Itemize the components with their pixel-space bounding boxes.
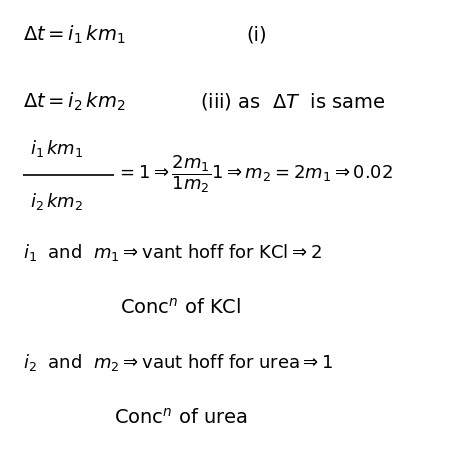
Text: $i_1\, km_1$: $i_1\, km_1$ — [30, 138, 83, 159]
Text: $= 1 \Rightarrow \dfrac{2m_1}{1m_2}1 \Rightarrow m_2 = 2m_1 \Rightarrow 0.02$: $= 1 \Rightarrow \dfrac{2m_1}{1m_2}1 \Ri… — [116, 154, 393, 195]
Text: $i_2\, km_2$: $i_2\, km_2$ — [30, 191, 83, 212]
Text: $\Delta t = i_2\, km_2$: $\Delta t = i_2\, km_2$ — [23, 90, 125, 113]
Text: $i_1$  and  $m_1 \Rightarrow$vant hoff for KCl$\Rightarrow$2: $i_1$ and $m_1 \Rightarrow$vant hoff for… — [23, 242, 321, 262]
Text: $\Delta t = i_1\, km_1$: $\Delta t = i_1\, km_1$ — [23, 24, 125, 46]
Text: Conc$^n$ of KCl: Conc$^n$ of KCl — [120, 297, 242, 318]
Text: $i_2$  and  $m_2 \Rightarrow$vaut hoff for urea$\Rightarrow$1: $i_2$ and $m_2 \Rightarrow$vaut hoff for… — [23, 352, 333, 373]
Text: (i): (i) — [246, 26, 267, 45]
Text: Conc$^n$ of urea: Conc$^n$ of urea — [114, 408, 248, 428]
Text: (iii) as  $\Delta T$  is same: (iii) as $\Delta T$ is same — [200, 91, 385, 112]
